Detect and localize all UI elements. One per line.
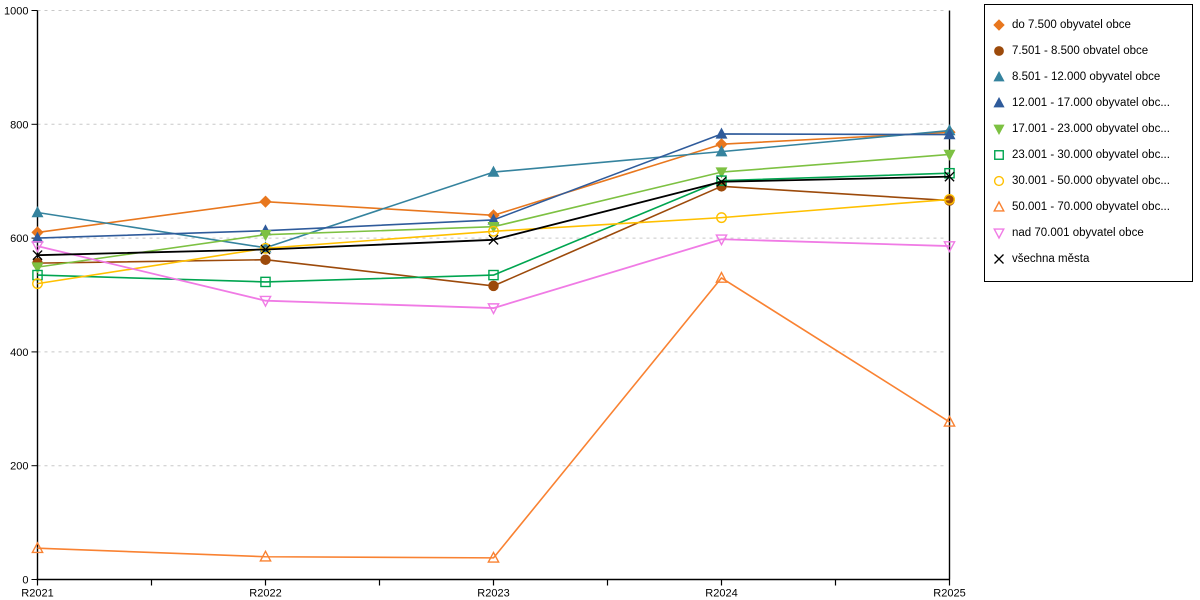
x-marker-icon [944,171,955,182]
series-9 [32,171,955,261]
legend-item-4: 17.001 - 23.000 obyvatel obc... [992,116,1186,142]
legend-item-0: do 7.500 obyvatel obce [992,12,1186,38]
legend-item-8: nad 70.001 obyvatel obce [992,220,1186,246]
legend-item-6: 30.001 - 50.000 obyvatel obc... [992,168,1186,194]
y-axis-ticks: 0 200 400 600 800 1000 [4,6,38,587]
triangle-down-marker-icon [943,241,956,253]
legend-item-label: nad 70.001 obyvatel obce [1012,227,1144,239]
legend-item-label: 17.001 - 23.000 obyvatel obc... [1012,123,1170,135]
triangle-up-marker-icon [31,206,44,218]
x-tick-label: R2022 [249,588,281,600]
triangle-up-marker-icon [715,271,728,283]
legend-marker-icon [993,96,1005,108]
circle-marker-icon [488,225,499,237]
triangle-down-marker-icon [259,229,272,242]
triangle-down-marker-icon [943,149,956,161]
x-tick-label: R2024 [705,588,737,600]
legend-item-3: 12.001 - 17.000 obyvatel obc... [992,90,1186,116]
y-tick-label: 600 [10,233,28,245]
legend-item-label: 50.001 - 70.000 obyvatel obc... [1012,201,1170,213]
square-marker-icon [488,269,499,281]
legend-item-9: všechna města [992,246,1186,272]
circle-marker-icon [716,212,727,224]
circle-marker-icon [260,242,271,254]
y-tick-label: 200 [10,461,28,473]
legend-marker-icon [993,228,1005,240]
legend-marker-icon [993,200,1005,212]
x-marker-icon [260,244,271,255]
x-axis-ticks: R2021 R2022 R2023 R2024 R2025 [21,579,966,600]
legend-marker-icon [994,46,1004,56]
legend-item-5: 23.001 - 30.000 obyvatel obc... [992,142,1186,168]
circle-marker-icon [32,278,43,290]
series-line [37,198,950,285]
square-marker-icon [32,269,43,281]
triangle-down-marker-icon [715,167,728,179]
diamond-marker-icon [259,195,272,208]
triangle-down-marker-icon [715,234,728,247]
legend-item-1: 7.501 - 8.500 obvatel obce [992,38,1186,64]
series-line [37,277,950,559]
axes [36,10,951,581]
legend-item-label: 12.001 - 17.000 obyvatel obc... [1012,97,1170,109]
x-tick-label: R2021 [21,588,53,600]
triangle-up-marker-icon [715,127,728,139]
legend-marker-icon [993,19,1005,31]
triangle-up-marker-icon [487,550,500,563]
triangle-down-marker-icon [31,241,44,253]
x-marker-icon [32,250,43,261]
x-tick-label: R2025 [933,588,965,600]
square-marker-icon [260,276,271,288]
triangle-down-marker-icon [31,262,44,274]
circle-marker-icon [260,254,271,265]
triangle-up-marker-icon [715,145,728,157]
series-7 [31,271,956,563]
legend-item-7: 50.001 - 70.000 obyvatel obc... [992,194,1186,220]
triangle-up-marker-icon [487,165,500,177]
triangle-up-marker-icon [31,541,44,554]
triangle-up-marker-icon [943,415,956,427]
y-tick-label: 400 [10,347,28,359]
legend-item-label: všechna města [1012,253,1090,265]
circle-marker-icon [488,280,499,292]
legend-item-2: 8.501 - 12.000 obyvatel obce [992,64,1186,90]
series-6 [32,193,955,290]
square-marker-icon [944,167,955,179]
square-marker-icon [716,175,727,186]
chart-legend: do 7.500 obyvatel obce 7.501 - 8.500 obv… [984,4,1193,282]
triangle-up-marker-icon [943,128,956,140]
y-tick-label: 1000 [4,6,28,18]
legend-item-label: 7.501 - 8.500 obvatel obce [1012,45,1149,57]
series-5 [32,167,955,288]
series-line [37,172,950,283]
legend-marker-icon [994,150,1004,160]
legend-marker-icon [994,254,1004,264]
triangle-down-marker-icon [259,295,272,308]
legend-marker-icon [993,70,1005,82]
triangle-down-marker-icon [487,303,500,315]
legend-item-label: do 7.500 obyvatel obce [1012,19,1131,31]
legend-item-label: 30.001 - 50.000 obyvatel obc... [1012,175,1170,187]
x-tick-label: R2023 [477,588,509,600]
legend-marker-icon [993,124,1005,136]
legend-marker-icon [993,175,1005,187]
triangle-up-marker-icon [259,549,272,562]
circle-marker-icon [944,193,955,205]
legend-item-label: 8.501 - 12.000 obyvatel obce [1012,71,1161,83]
series-8 [31,234,956,315]
y-tick-label: 0 [22,575,28,587]
x-marker-icon [488,234,499,245]
series-line [37,238,950,309]
x-marker-icon [716,176,727,187]
y-tick-label: 800 [10,119,28,131]
legend-item-label: 23.001 - 30.000 obyvatel obc... [1012,149,1170,161]
